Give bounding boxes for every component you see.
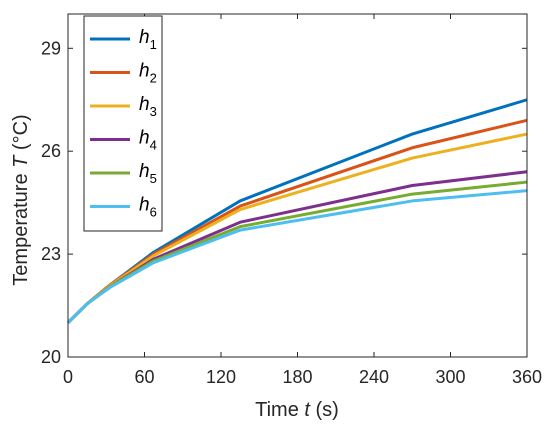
- legend-label: h5: [139, 161, 157, 186]
- x-tick-label: 60: [134, 367, 154, 387]
- legend-label: h6: [139, 195, 157, 220]
- x-tick-label: 360: [512, 367, 542, 387]
- x-tick-label: 300: [435, 367, 465, 387]
- x-tick-label: 120: [206, 367, 236, 387]
- x-tick-label: 240: [359, 367, 389, 387]
- legend: h1 h2 h3 h4 h5 h6: [83, 15, 163, 232]
- series-line-h6: [66, 189, 528, 324]
- legend-label: h1: [139, 27, 157, 52]
- x-tick-label: 180: [282, 367, 312, 387]
- y-tick-label: 26: [41, 141, 61, 161]
- legend-box: [83, 15, 163, 232]
- y-tick-label: 23: [41, 244, 61, 264]
- legend-label: h4: [139, 128, 157, 153]
- legend-label: h2: [139, 61, 157, 86]
- y-tick-label: 29: [41, 38, 61, 58]
- series-group: [66, 98, 528, 324]
- axes-group: 0 60 120 180 240 300 360 20 23 26 29: [41, 13, 542, 387]
- x-tick-label: 0: [63, 367, 73, 387]
- x-axis-title: Time t (s): [255, 399, 339, 421]
- y-axis-title: Temperature T (°C): [10, 114, 32, 285]
- legend-label: h3: [139, 94, 157, 119]
- y-tick-label: 20: [41, 347, 61, 367]
